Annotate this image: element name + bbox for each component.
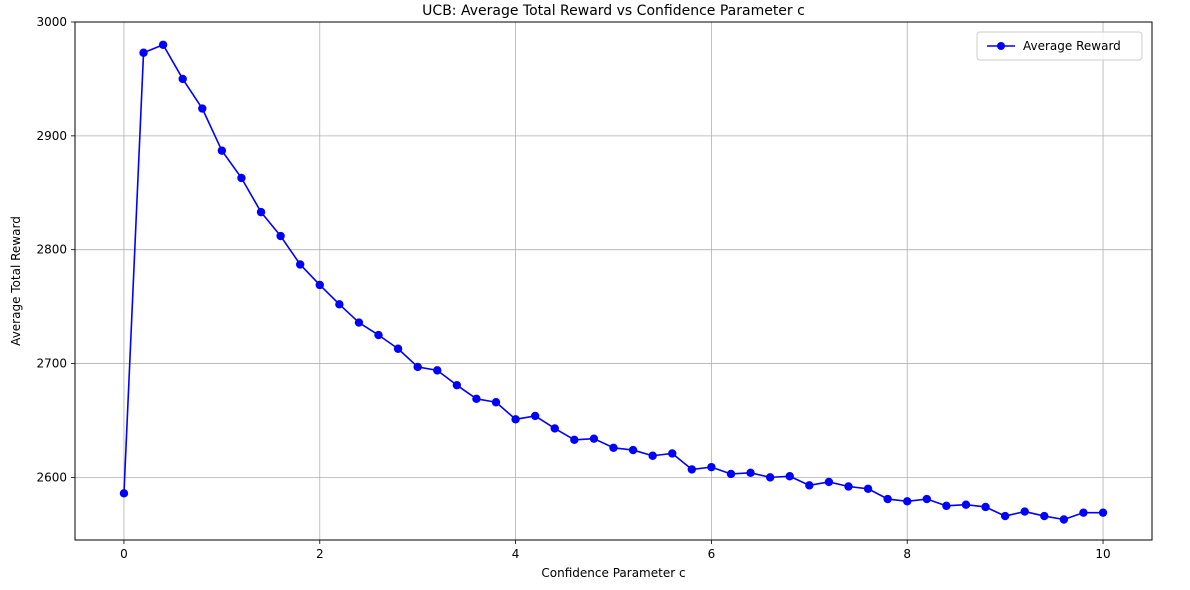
x-tick-label: 4: [512, 547, 520, 561]
legend: Average Reward: [976, 31, 1143, 61]
data-point: [256, 207, 266, 217]
data-point: [765, 473, 775, 482]
data-point: [981, 502, 990, 512]
data-point: [472, 394, 481, 404]
x-tick-label: 10: [1095, 547, 1110, 561]
data-point: [198, 104, 207, 113]
data-point: [178, 74, 187, 84]
data-point: [1079, 508, 1088, 517]
legend-label: Average Reward: [1023, 39, 1121, 53]
data-point: [648, 451, 657, 460]
legend-marker-swatch: [997, 42, 1005, 50]
data-point: [687, 465, 697, 474]
data-point: [119, 489, 129, 498]
data-point: [276, 231, 285, 241]
y-tick-label: 2800: [36, 243, 67, 257]
data-point: [315, 280, 324, 290]
y-tick-label: 2900: [36, 129, 67, 143]
x-tick-label: 8: [903, 547, 911, 561]
data-point: [1098, 508, 1108, 517]
y-tick-label: 2700: [36, 357, 67, 371]
x-tick-label: 6: [708, 547, 716, 561]
data-point: [335, 300, 344, 309]
data-point: [433, 366, 442, 375]
data-point: [589, 434, 599, 443]
y-axis-label: Average Total Reward: [9, 216, 23, 346]
data-point: [139, 48, 148, 57]
data-point: [863, 484, 873, 493]
data-point: [158, 40, 168, 49]
data-point: [1000, 511, 1010, 521]
data-point: [726, 469, 736, 479]
data-point: [570, 435, 579, 445]
x-tick-label: 2: [316, 547, 324, 561]
data-point: [1059, 515, 1069, 524]
data-point: [354, 318, 364, 327]
data-point: [628, 445, 638, 455]
data-point: [374, 330, 383, 340]
data-point: [452, 380, 462, 390]
x-axis-label: Confidence Parameter c: [541, 566, 685, 580]
data-point: [393, 344, 403, 353]
data-point: [295, 260, 305, 269]
data-point: [746, 468, 755, 478]
data-point: [961, 500, 971, 509]
data-point: [1020, 507, 1029, 516]
data-point: [942, 501, 951, 511]
data-point: [903, 497, 912, 506]
series-layer: [119, 40, 1108, 524]
x-tick-label: 0: [120, 547, 128, 561]
data-point: [550, 424, 559, 433]
data-point: [1040, 511, 1049, 521]
legend-box: [976, 31, 1143, 61]
data-point: [413, 362, 422, 372]
data-point: [883, 494, 892, 504]
y-tick-label: 3000: [36, 15, 67, 29]
data-point: [511, 415, 520, 424]
data-point: [805, 481, 814, 490]
data-point: [922, 494, 932, 504]
grid-layer: [75, 21, 1152, 540]
data-point: [824, 477, 834, 487]
data-point: [491, 398, 501, 407]
data-point: [844, 482, 853, 491]
data-point: [530, 411, 540, 421]
data-point: [237, 173, 246, 183]
data-point: [668, 449, 677, 458]
tick-layer: 0 2 4 6 8 10 2600 2700 2800 2900 3000: [36, 15, 1110, 561]
data-point: [217, 146, 227, 155]
data-point: [609, 443, 618, 452]
y-tick-label: 2600: [36, 470, 67, 484]
data-point: [707, 462, 716, 472]
chart-title: UCB: Average Total Reward vs Confidence …: [422, 3, 805, 19]
plot-frame: [74, 21, 1153, 541]
data-point: [785, 472, 794, 481]
